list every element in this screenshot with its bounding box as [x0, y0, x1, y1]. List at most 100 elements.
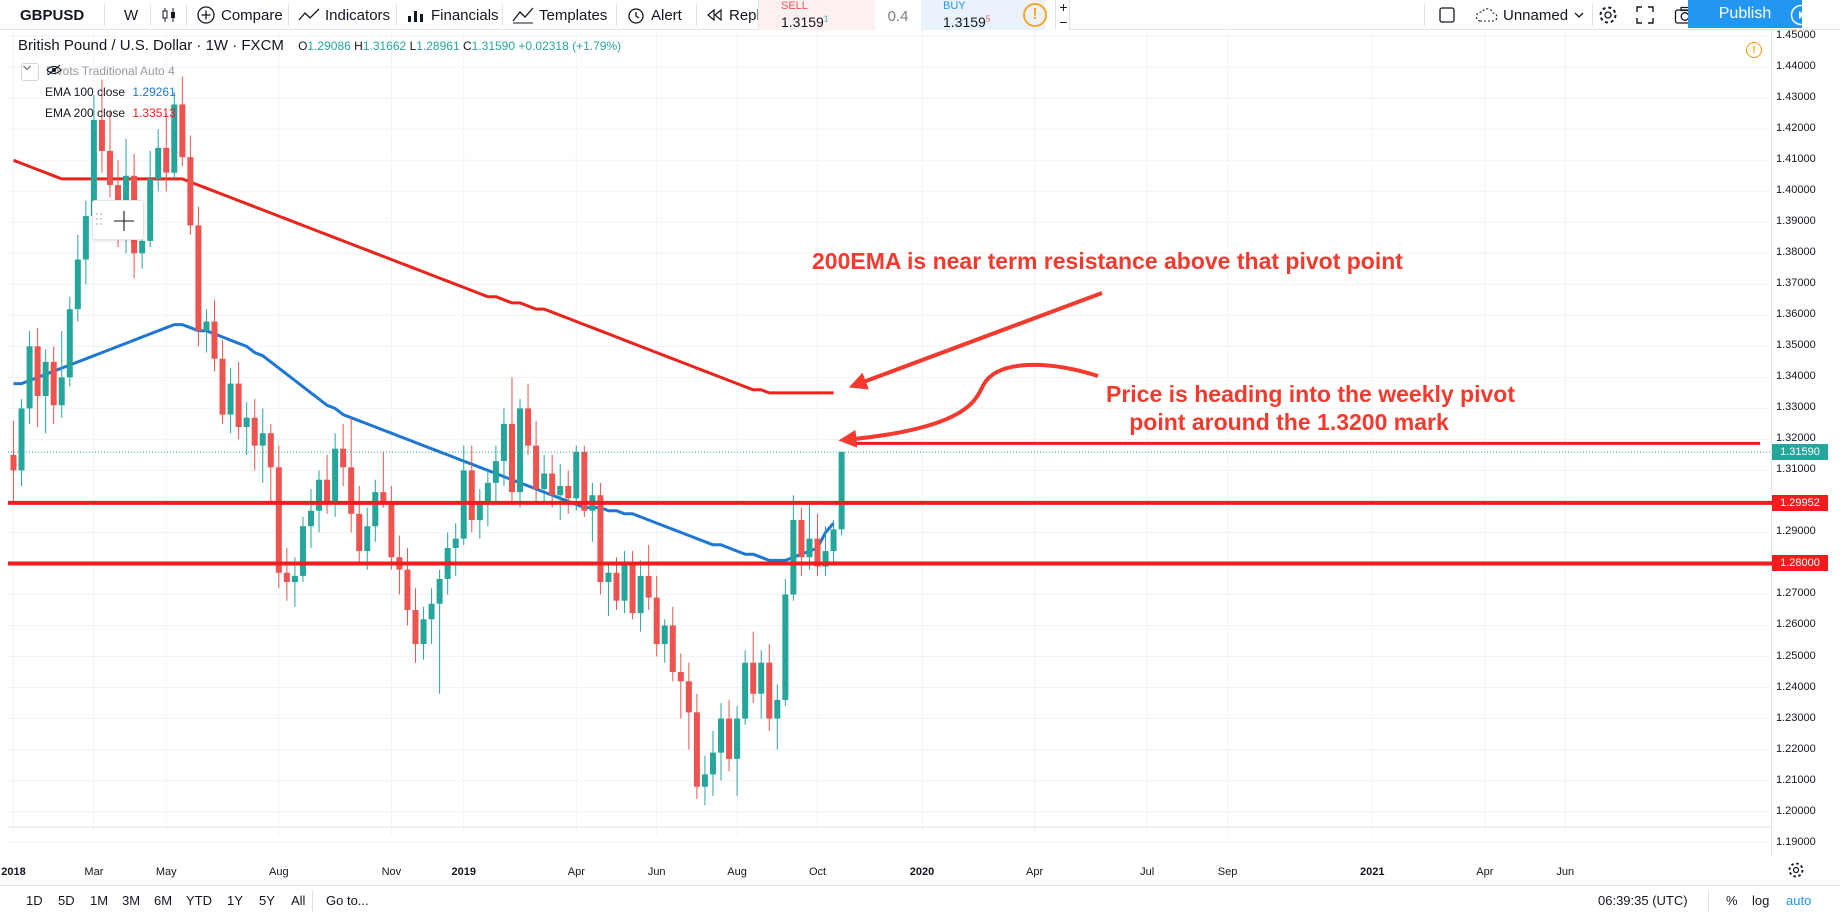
price-tick-label: 1.31000 — [1776, 463, 1816, 476]
log-toggle[interactable]: log — [1752, 893, 1770, 908]
range-button-1d[interactable]: 1D — [26, 893, 43, 908]
legend-title: British Pound / U.S. Dollar · 1W · FXCM — [18, 37, 284, 54]
candle — [283, 547, 290, 601]
candle — [517, 399, 524, 508]
candle-body — [324, 479, 331, 505]
range-button-ytd[interactable]: YTD — [186, 893, 212, 908]
candle-body — [58, 377, 65, 406]
drawing-toolbar-handle[interactable] — [92, 200, 144, 240]
divider — [186, 4, 187, 26]
candle — [492, 445, 499, 502]
change-value: +0.02318 (+1.79%) — [518, 39, 622, 53]
time-tick-label: Jun — [647, 866, 666, 878]
price-tick-label: 1.38000 — [1776, 246, 1816, 259]
play-button[interactable] — [1786, 2, 1816, 28]
candle — [404, 547, 411, 626]
candle-body — [34, 346, 41, 396]
chart-pane[interactable]: British Pound / U.S. Dollar · 1W · FXCM … — [8, 30, 1772, 855]
alert-button[interactable]: Alert — [626, 0, 682, 30]
buy-price-pip: 5 — [985, 14, 991, 24]
open-value: 1.29086 — [307, 39, 351, 53]
chart-type-button[interactable] — [160, 0, 178, 30]
price-axis[interactable] — [1772, 30, 1840, 855]
fullscreen-button[interactable] — [1635, 0, 1655, 30]
candle — [243, 402, 250, 455]
candle — [525, 383, 532, 455]
range-button-1m[interactable]: 1M — [90, 893, 109, 908]
candle — [685, 662, 692, 750]
symbol-search-button[interactable]: GBPUSD — [20, 0, 84, 30]
range-button-6m[interactable]: 6M — [154, 893, 173, 908]
financials-button[interactable]: Financials — [406, 0, 499, 30]
candle-body — [452, 538, 459, 548]
candle — [790, 495, 797, 601]
range-button-all[interactable]: All — [291, 893, 306, 908]
ema-200-indicator[interactable]: EMA 200 close 1.33513 — [45, 106, 176, 120]
candle-body — [605, 572, 612, 583]
layout-name-button[interactable]: Unnamed — [1474, 0, 1585, 30]
candle — [211, 299, 218, 372]
candle — [66, 296, 73, 387]
percent-toggle[interactable]: % — [1726, 893, 1738, 908]
candle-body — [163, 147, 170, 173]
time-tick-label: May — [155, 866, 177, 878]
price-tick-label: 1.19000 — [1776, 835, 1816, 848]
indicators-button[interactable]: Indicators — [298, 0, 390, 30]
pivot-annotation-line-2: point around the 1.3200 mark — [1129, 409, 1449, 435]
candle — [766, 644, 773, 731]
candle — [468, 445, 475, 533]
candle — [798, 507, 805, 576]
quantity-stepper[interactable]: + − — [1055, 0, 1071, 32]
ema-100-line — [13, 323, 835, 562]
square-icon — [1438, 6, 1456, 24]
candle — [147, 150, 154, 248]
templates-button[interactable]: Templates — [512, 0, 607, 30]
ema-100-indicator[interactable]: EMA 100 close 1.29261 — [45, 85, 176, 99]
candle-body — [348, 467, 355, 514]
candle — [219, 340, 226, 424]
candle — [267, 423, 274, 502]
candle-body — [299, 526, 306, 576]
candle — [163, 113, 170, 192]
replay-button[interactable]: Repl — [706, 0, 760, 30]
time-tick-label: Aug — [269, 866, 289, 878]
warning-icon[interactable]: ! — [1023, 3, 1047, 27]
range-button-3m[interactable]: 3M — [122, 893, 141, 908]
axis-settings-icon[interactable] — [1786, 860, 1806, 880]
candle — [299, 516, 306, 583]
arrow-to-price — [838, 362, 1099, 448]
auto-toggle[interactable]: auto — [1786, 893, 1812, 908]
settings-button[interactable] — [1597, 0, 1619, 30]
candle — [774, 684, 781, 750]
candle — [372, 479, 379, 542]
candle — [235, 361, 242, 440]
candle — [750, 631, 757, 704]
candle — [830, 520, 837, 564]
time-tick-label: Aug — [727, 866, 747, 878]
candle — [677, 653, 684, 719]
candle-body — [645, 575, 652, 598]
publish-button[interactable]: Publish — [1688, 0, 1802, 28]
templates-label: Templates — [539, 6, 608, 24]
candle-body — [637, 575, 644, 614]
candle-body — [541, 473, 548, 490]
symbol-label: GBPUSD — [20, 6, 85, 24]
fullscreen-toggle-button[interactable] — [1438, 0, 1456, 30]
indicators-icon — [298, 6, 320, 24]
close-label: C — [462, 39, 472, 53]
sell-button[interactable]: SELL 1.31591 — [759, 0, 875, 32]
interval-button[interactable]: W — [124, 0, 138, 30]
candle-body — [525, 408, 532, 446]
candle — [324, 454, 331, 514]
legend-collapse-button[interactable] — [21, 63, 39, 81]
range-button-5y[interactable]: 5Y — [259, 893, 275, 908]
candle-body — [557, 485, 564, 496]
range-button-1y[interactable]: 1Y — [227, 893, 243, 908]
candle-body — [709, 752, 716, 775]
range-button-5d[interactable]: 5D — [58, 893, 75, 908]
pivots-indicator[interactable]: Pivots Traditional Auto 4 — [46, 64, 188, 78]
compare-button[interactable]: Compare — [196, 0, 283, 30]
goto-button[interactable]: Go to... — [326, 893, 369, 908]
info-icon[interactable]: ! — [1746, 42, 1762, 58]
price-chart[interactable] — [8, 30, 1772, 855]
